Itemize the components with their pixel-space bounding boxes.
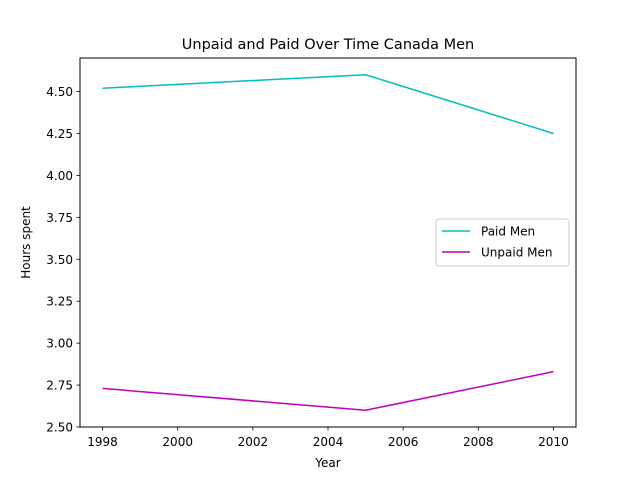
x-tick-label: 2006 xyxy=(388,435,419,449)
legend-label-paid-men: Paid Men xyxy=(481,225,535,239)
legend: Paid Men Unpaid Men xyxy=(435,218,570,267)
y-tick-label: 3.50 xyxy=(46,253,73,267)
legend-label-unpaid-men: Unpaid Men xyxy=(481,246,552,260)
y-axis-label: Hours spent xyxy=(19,206,33,279)
x-axis-ticks: 1998 2000 2002 2004 2006 2008 2010 xyxy=(87,427,569,449)
chart-title: Unpaid and Paid Over Time Canada Men xyxy=(182,37,474,53)
x-axis-label: Year xyxy=(314,456,340,470)
x-tick-label: 2000 xyxy=(162,435,193,449)
y-tick-label: 4.50 xyxy=(46,85,73,99)
x-tick-label: 1998 xyxy=(87,435,118,449)
y-tick-label: 4.00 xyxy=(46,169,73,183)
x-tick-label: 2010 xyxy=(538,435,569,449)
y-tick-label: 4.25 xyxy=(46,127,73,141)
y-tick-label: 3.75 xyxy=(46,211,73,225)
y-tick-label: 2.50 xyxy=(46,421,73,435)
series-lines xyxy=(102,74,554,411)
y-tick-label: 2.75 xyxy=(46,379,73,393)
series-line-unpaid-men xyxy=(102,370,554,411)
x-tick-label: 2008 xyxy=(463,435,494,449)
plot-area-frame xyxy=(79,57,577,428)
x-tick-label: 2002 xyxy=(238,435,269,449)
y-tick-label: 3.25 xyxy=(46,295,73,309)
y-tick-label: 3.00 xyxy=(46,337,73,351)
y-axis-ticks: 2.50 2.75 3.00 3.25 3.50 3.75 4.00 4.25 4.50 xyxy=(46,85,80,435)
series-line-paid-men xyxy=(102,74,554,135)
x-tick-label: 2004 xyxy=(313,435,344,449)
